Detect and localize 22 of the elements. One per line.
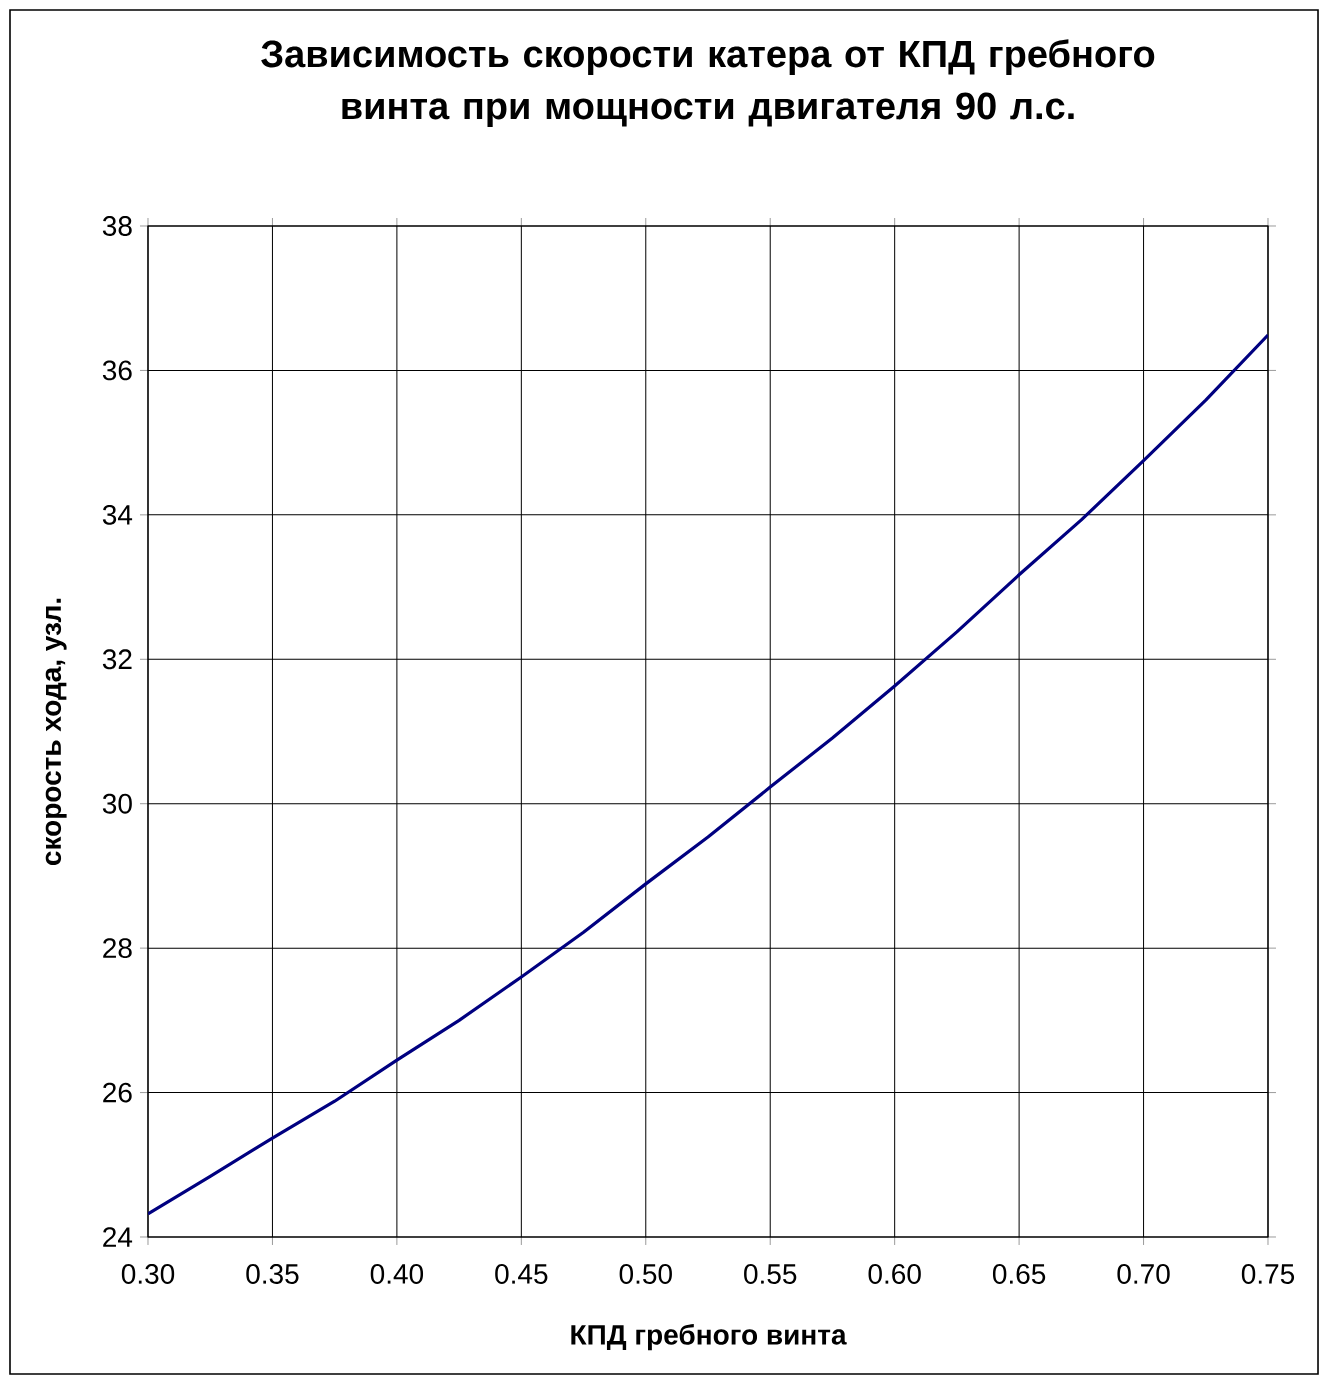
x-tick-label: 0.70 <box>1117 1264 1170 1284</box>
y-axis-title: скорость хода, узл. <box>45 598 67 866</box>
y-tick-label: 24 <box>103 1227 133 1247</box>
x-tick-label: 0.55 <box>744 1264 797 1284</box>
y-tick-label: 28 <box>103 938 132 959</box>
y-tick-label: 26 <box>103 1082 132 1103</box>
x-tick-label: 0.75 <box>1241 1264 1295 1284</box>
x-tick-label: 0.45 <box>495 1264 548 1284</box>
x-tick-label: 0.65 <box>992 1264 1046 1284</box>
x-tick-label: 0.40 <box>370 1264 424 1284</box>
y-tick-label: 34 <box>102 504 133 525</box>
x-tick-label: 0.60 <box>868 1264 921 1284</box>
x-tick-label: 0.35 <box>246 1264 299 1284</box>
chart-title: Зависимость скорости катера от КПД гребного винта при мощности двигателя 90 л.с. <box>261 39 1155 127</box>
x-axis-title: КПД гребного винта <box>571 1323 847 1351</box>
y-tick-label: 32 <box>102 649 132 670</box>
y-tick-label: 38 <box>102 216 132 236</box>
y-tick-label: 36 <box>102 360 132 381</box>
x-tick-label: 0.50 <box>619 1264 672 1284</box>
x-tick-label: 0.30 <box>121 1264 175 1284</box>
y-tick-label: 30 <box>102 793 132 814</box>
line-series <box>148 333 1268 1216</box>
